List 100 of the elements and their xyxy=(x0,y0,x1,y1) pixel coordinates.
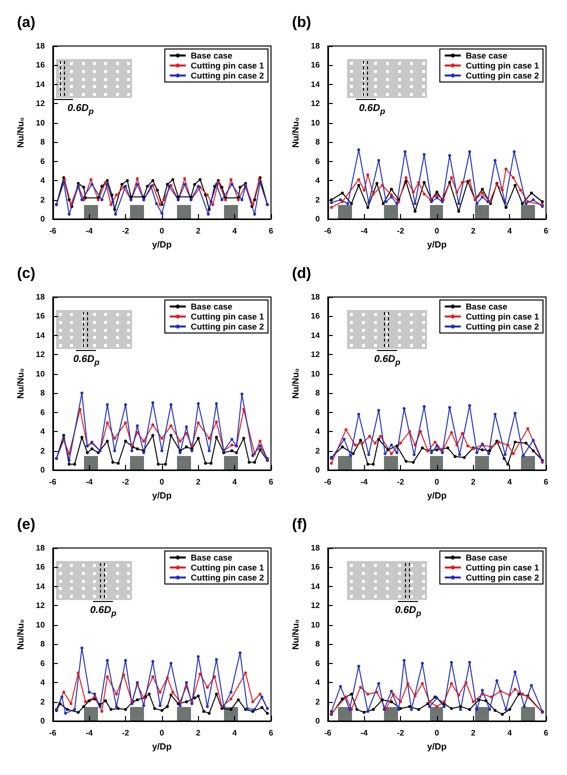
x-tick-label: -6 xyxy=(49,728,57,738)
y-tick-label: 2 xyxy=(315,195,320,204)
y-tick-label: 4 xyxy=(315,678,320,688)
x-tick-label: -2 xyxy=(396,226,405,236)
chart-title: (a) xyxy=(17,14,36,31)
x-tick-label: -6 xyxy=(324,226,332,236)
chart-title: (f) xyxy=(292,516,307,533)
legend-label: Base case xyxy=(466,552,508,562)
y-tick-label: 8 xyxy=(40,640,46,649)
x-tick-label: 0 xyxy=(434,478,440,486)
x-tick-label: -2 xyxy=(396,478,405,486)
x-tick-label: -2 xyxy=(122,478,130,486)
y-tick-label: 18 xyxy=(36,42,46,50)
x-tick-label: 2 xyxy=(471,728,476,738)
x-tick-label: -6 xyxy=(49,226,57,236)
y-tick-label: 18 xyxy=(310,42,320,50)
x-tick-label: -4 xyxy=(360,226,368,236)
x-tick-label: 6 xyxy=(544,226,549,236)
y-tick-label: 12 xyxy=(36,601,46,610)
y-axis-title: Nu/Nu₀ xyxy=(290,619,300,650)
y-tick-label: 2 xyxy=(315,697,320,706)
x-tick-label: 2 xyxy=(471,226,476,236)
y-tick-label: 16 xyxy=(310,312,320,321)
y-tick-label: 12 xyxy=(36,99,46,108)
y-tick-label: 4 xyxy=(315,427,320,436)
x-tick-label: 0 xyxy=(160,728,165,738)
y-tick-label: 12 xyxy=(36,350,46,360)
y-tick-label: 8 xyxy=(40,138,46,147)
y-tick-label: 10 xyxy=(36,620,46,630)
x-tick-label: 0 xyxy=(160,478,165,486)
legend-label: Cutting pin case 1 xyxy=(466,60,540,70)
annotation: 0.6D$_{p}$ xyxy=(373,354,402,367)
y-tick-label: 10 xyxy=(310,118,320,128)
y-tick-label: 6 xyxy=(40,408,46,417)
y-tick-label: 4 xyxy=(40,176,46,186)
y-tick-label: 4 xyxy=(315,176,320,186)
y-tick-label: 8 xyxy=(315,388,320,398)
x-tick-label: 4 xyxy=(232,478,238,486)
y-tick-label: 16 xyxy=(310,562,320,572)
y-tick-label: 14 xyxy=(36,582,46,591)
annotation: 0.6D$_{p}$ xyxy=(358,102,386,116)
x-axis-title: y/Dp xyxy=(152,239,172,250)
annotation: 0.6D$_{p}$ xyxy=(89,604,118,618)
y-tick-label: 6 xyxy=(40,156,46,166)
x-tick-label: 0 xyxy=(434,728,440,738)
y-tick-label: 12 xyxy=(310,601,320,610)
x-tick-label: 6 xyxy=(544,478,549,486)
y-tick-label: 18 xyxy=(310,292,320,302)
legend-label: Cutting pin case 2 xyxy=(466,572,540,582)
legend-label: Cutting pin case 1 xyxy=(190,312,264,322)
y-tick-label: 0 xyxy=(40,466,46,474)
legend-label: Base case xyxy=(466,50,508,60)
y-tick-label: 14 xyxy=(36,80,46,89)
legend-label: Base case xyxy=(190,302,233,312)
x-tick-label: -4 xyxy=(86,728,94,738)
x-tick-label: -2 xyxy=(122,728,130,738)
annotation: 0.6D$_{p}$ xyxy=(72,354,100,367)
y-axis-title: Nu/Nu₀ xyxy=(290,368,300,399)
y-tick-label: 4 xyxy=(40,427,46,436)
y-tick-label: 0 xyxy=(315,466,320,474)
y-tick-label: 18 xyxy=(36,544,46,552)
x-tick-label: 4 xyxy=(507,728,512,738)
legend-label: Cutting pin case 2 xyxy=(190,572,264,582)
y-tick-label: 2 xyxy=(315,446,320,456)
legend-label: Cutting pin case 2 xyxy=(466,322,540,332)
legend-label: Base case xyxy=(190,552,233,562)
x-tick-label: -4 xyxy=(360,728,368,738)
x-tick-label: -4 xyxy=(360,478,368,486)
y-tick-label: 2 xyxy=(40,446,46,456)
y-tick-label: 2 xyxy=(40,697,46,706)
y-axis-title: Nu/Nu₀ xyxy=(290,117,300,148)
y-tick-label: 0 xyxy=(40,214,46,224)
y-tick-label: 16 xyxy=(36,60,46,70)
x-axis-title: y/Dp xyxy=(152,490,172,500)
y-tick-label: 16 xyxy=(36,312,46,321)
y-tick-label: 14 xyxy=(310,582,320,591)
y-axis-title: Nu/Nu₀ xyxy=(16,117,26,148)
y-tick-label: 10 xyxy=(310,369,320,378)
x-tick-label: 4 xyxy=(507,478,512,486)
x-tick-label: -6 xyxy=(324,728,332,738)
y-tick-label: 6 xyxy=(315,156,320,166)
x-tick-label: -6 xyxy=(49,478,57,486)
x-axis-title: y/Dp xyxy=(427,490,448,500)
y-tick-label: 10 xyxy=(36,118,46,128)
y-tick-label: 0 xyxy=(40,716,46,726)
y-tick-label: 14 xyxy=(36,330,46,340)
x-axis-title: y/Dp xyxy=(152,741,172,752)
y-tick-label: 0 xyxy=(315,214,320,224)
x-axis-title: y/Dp xyxy=(427,239,448,250)
x-tick-label: 2 xyxy=(196,478,202,486)
chart-title: (b) xyxy=(292,14,312,31)
y-tick-label: 14 xyxy=(310,330,320,340)
y-axis-title: Nu/Nu₀ xyxy=(16,368,26,399)
legend-label: Cutting pin case 2 xyxy=(190,70,264,80)
legend-label: Cutting pin case 2 xyxy=(466,70,540,80)
x-tick-label: 0 xyxy=(434,226,440,236)
y-tick-label: 14 xyxy=(310,80,320,89)
annotation: 0.6D$_{p}$ xyxy=(394,604,422,618)
y-tick-label: 12 xyxy=(310,350,320,360)
y-tick-label: 8 xyxy=(315,640,320,649)
